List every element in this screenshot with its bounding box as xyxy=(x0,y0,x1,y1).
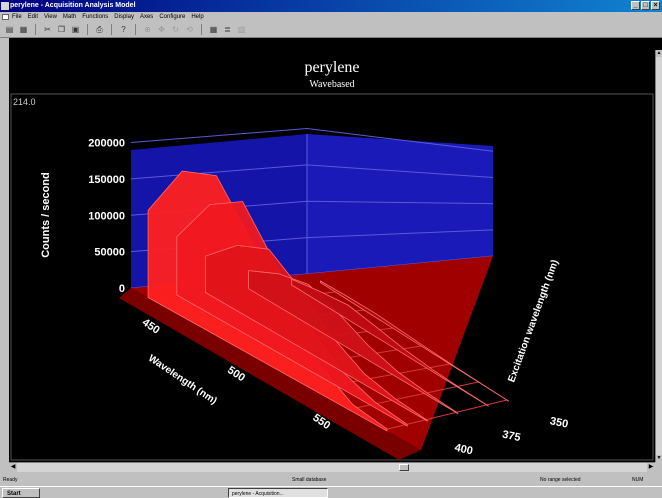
status-ready: Ready xyxy=(3,477,18,483)
mdi-frame-top xyxy=(9,38,662,50)
z-tick-label: 200000 xyxy=(88,138,125,150)
printer-icon[interactable]: ⎙ xyxy=(96,25,103,34)
z-axis-label: Counts / second xyxy=(40,172,52,258)
status-num: NUM xyxy=(632,477,644,483)
status-range: No range selected xyxy=(540,477,581,483)
vertical-scrollbar[interactable]: ▲ ▼ xyxy=(655,50,662,462)
close-button[interactable]: × xyxy=(651,1,660,10)
wall-gridline xyxy=(130,128,494,152)
z-tick-label: 100000 xyxy=(88,210,125,222)
chart-subtitle: Wavebased xyxy=(309,79,354,90)
pan-icon[interactable]: ✥ xyxy=(158,25,165,34)
plot-frame xyxy=(10,93,654,461)
menu-configure[interactable]: Configure xyxy=(159,14,186,20)
menu-display[interactable]: Display xyxy=(114,14,134,20)
taskbar: Start perylene - Acquisition... xyxy=(0,486,662,498)
maximize-button[interactable]: □ xyxy=(641,1,650,10)
reset-icon[interactable]: ⟲ xyxy=(186,25,193,34)
toolbar-separator xyxy=(87,24,88,35)
surface-chart: perylene Wavebased 214.0 0 50000 100000 150… xyxy=(10,59,654,461)
horizontal-scrollbar[interactable]: ◀ ▶ xyxy=(9,462,655,472)
minimize-button[interactable]: _ xyxy=(631,1,640,10)
toolbar-separator xyxy=(135,24,136,35)
save-icon[interactable]: ▦ xyxy=(19,25,28,34)
app-icon xyxy=(1,2,9,10)
menu-math[interactable]: Math xyxy=(62,14,77,20)
paste-icon[interactable]: ▣ xyxy=(71,25,80,34)
chart-icon[interactable]: ▥ xyxy=(237,25,246,34)
y-axis-label: Excitation wavelength (nm) xyxy=(506,258,561,383)
chart-title: perylene xyxy=(304,59,359,76)
y-tick-label: 350 xyxy=(549,415,569,431)
corner-value: 214.0 xyxy=(13,97,36,107)
y-tick-label: 375 xyxy=(501,429,521,445)
toolbar-separator xyxy=(111,24,112,35)
surface-strip xyxy=(319,280,509,402)
start-button[interactable]: Start xyxy=(2,488,40,498)
surface-strip xyxy=(248,270,459,415)
menu-help[interactable]: Help xyxy=(191,14,204,20)
scroll-right-icon[interactable]: ▶ xyxy=(647,463,655,472)
scroll-up-icon[interactable]: ▲ xyxy=(656,50,662,57)
toolbar-separator xyxy=(201,24,202,35)
status-database: Small database xyxy=(292,477,327,483)
mdi-frame-left xyxy=(0,38,9,464)
scroll-down-icon[interactable]: ▼ xyxy=(656,455,662,462)
open-icon[interactable]: ▤ xyxy=(5,25,14,34)
taskbar-app-button[interactable]: perylene - Acquisition... xyxy=(228,488,328,498)
scroll-left-icon[interactable]: ◀ xyxy=(9,463,17,472)
menu-view[interactable]: View xyxy=(44,14,57,20)
rotate-icon[interactable]: ↻ xyxy=(172,25,179,34)
window-titlebar[interactable]: perylene - Acquisition Analysis Model _ … xyxy=(0,0,662,12)
menu-file[interactable]: File xyxy=(12,14,22,20)
floor-front xyxy=(119,288,421,460)
z-tick-label: 150000 xyxy=(88,174,125,186)
grid-icon[interactable]: ▦ xyxy=(209,25,218,34)
menu-functions[interactable]: Functions xyxy=(82,14,109,20)
z-tick-label: 50000 xyxy=(94,247,125,259)
menubar: File Edit View Math Functions Display Ax… xyxy=(0,12,662,22)
list-icon[interactable]: ≣ xyxy=(224,25,231,34)
scroll-thumb[interactable] xyxy=(399,464,409,471)
y-tick-label: 400 xyxy=(453,442,473,458)
back-wall-right xyxy=(307,134,493,274)
menu-axes[interactable]: Axes xyxy=(139,14,154,20)
toolbar-separator xyxy=(35,24,36,35)
copy-icon[interactable]: ❐ xyxy=(57,25,66,34)
statusbar: Ready Small database No range selected N… xyxy=(0,475,662,485)
surface-strip xyxy=(291,278,489,407)
menu-edit[interactable]: Edit xyxy=(27,14,39,20)
z-tick-label: 0 xyxy=(119,283,125,295)
help-icon[interactable]: ? xyxy=(121,25,126,34)
x-axis-label: Wavelength (nm) xyxy=(146,353,219,407)
document-icon xyxy=(2,14,9,20)
cut-icon[interactable]: ✂ xyxy=(44,25,51,34)
zoom-icon[interactable]: ⊕ xyxy=(144,25,151,34)
window-title: perylene - Acquisition Analysis Model xyxy=(10,2,136,9)
toolbar: ▤ ▦ ✂ ❐ ▣ ⎙ ? ⊕ ✥ ↻ ⟲ ▦ ≣ ▥ xyxy=(0,22,662,38)
